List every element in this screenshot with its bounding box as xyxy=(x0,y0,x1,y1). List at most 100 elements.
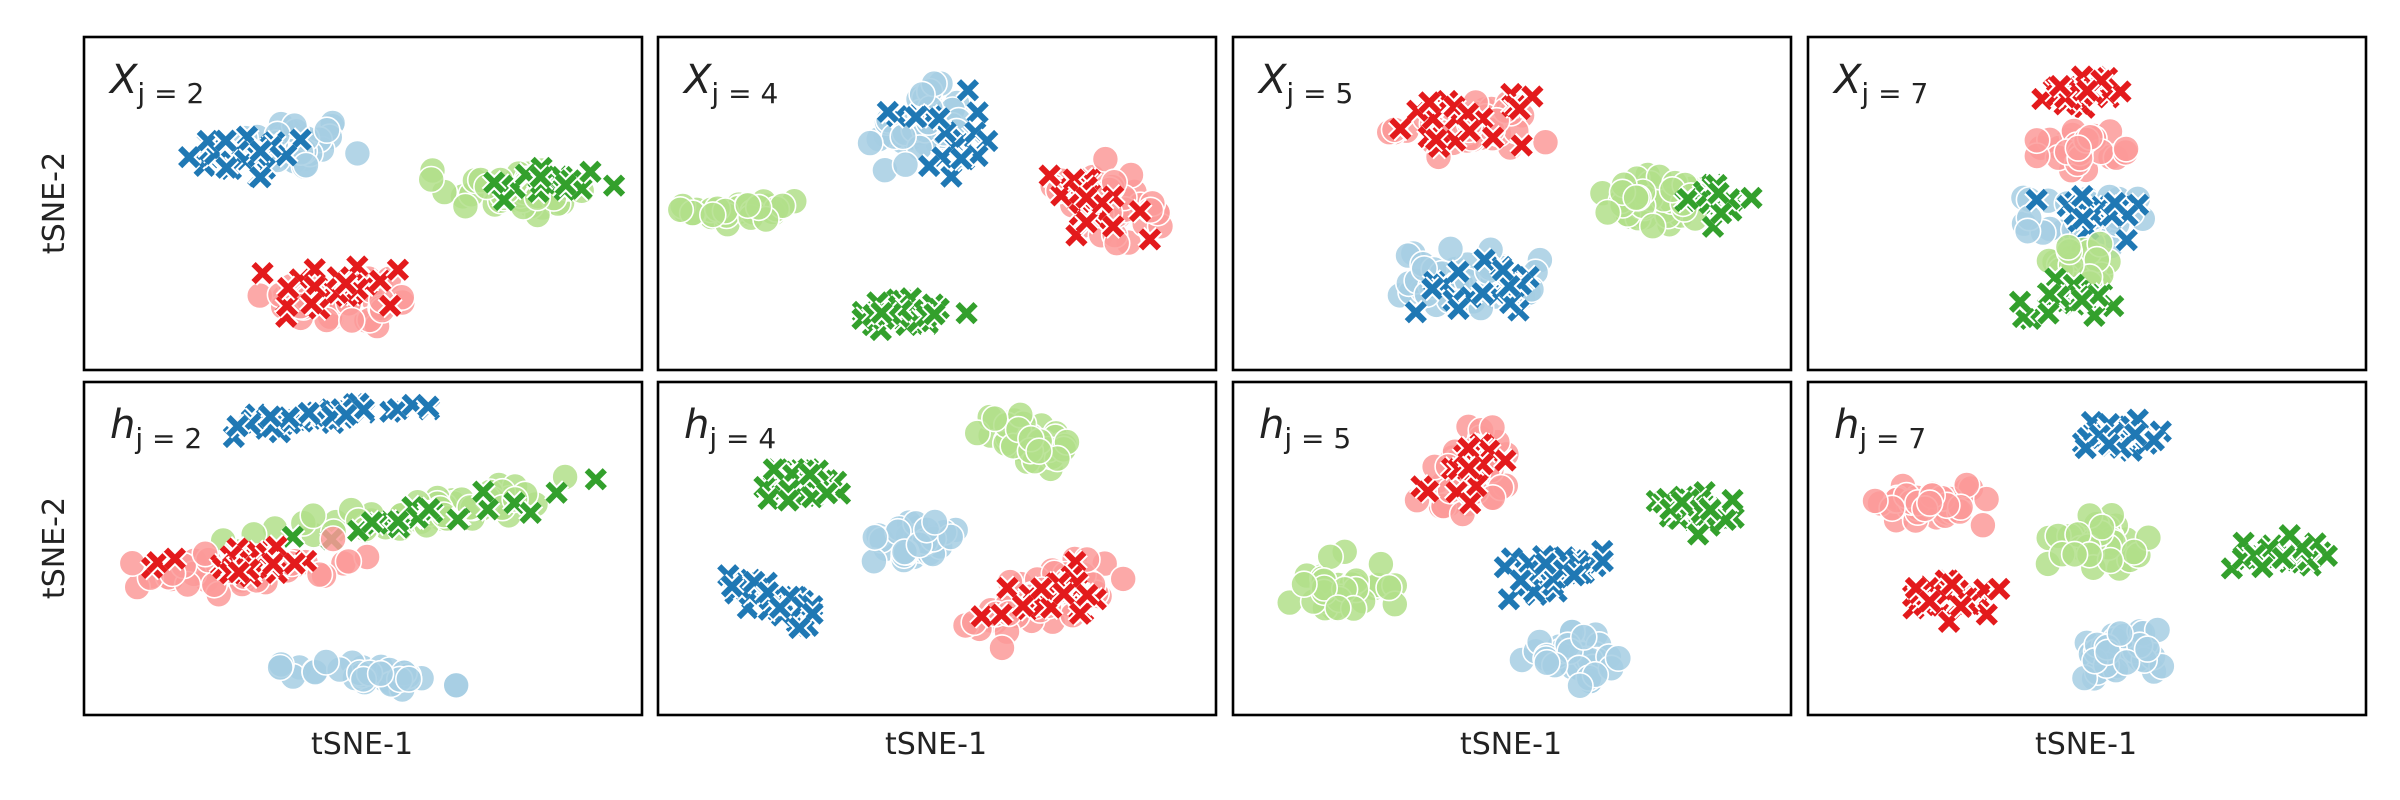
point-x-B xyxy=(2025,188,2048,212)
point-x-F xyxy=(990,603,1013,626)
point-circle-A xyxy=(394,665,423,693)
point-x-B xyxy=(1498,275,1521,298)
point-x-D xyxy=(1699,498,1722,522)
point-x-D xyxy=(2038,283,2061,306)
point-circle-C xyxy=(417,165,446,194)
point-x-F xyxy=(1457,437,1480,460)
point-x-B xyxy=(956,79,980,102)
panel-h-5: hj = 2 xyxy=(82,380,644,717)
panel-h-6: hj = 4 xyxy=(656,380,1218,717)
point-x-F xyxy=(1090,191,1114,214)
point-x-F xyxy=(1508,97,1531,121)
point-x-D xyxy=(492,188,516,212)
point-x-D xyxy=(529,165,552,189)
point-x-B xyxy=(788,616,811,640)
point-circle-C xyxy=(1367,550,1395,578)
point-circle-E xyxy=(319,525,347,553)
point-circle-A xyxy=(266,653,294,682)
point-x-F xyxy=(1418,91,1441,114)
point-x-B xyxy=(249,166,272,189)
point-circle-C xyxy=(1025,437,1053,466)
panel-title-subscript: j = 4 xyxy=(708,422,776,455)
point-x-D xyxy=(602,174,626,197)
point-circle-E xyxy=(1531,128,1560,156)
point-x-D xyxy=(2251,556,2274,579)
point-circle-A xyxy=(1566,671,1594,700)
point-x-B xyxy=(214,129,237,152)
point-x-F xyxy=(334,272,357,295)
point-x-F xyxy=(277,276,300,300)
panel-X-1: Xj = 2 xyxy=(82,35,644,372)
panel-h-8: hj = 7 xyxy=(1806,380,2368,717)
panel-title-symbol: X xyxy=(108,57,139,103)
point-circle-E xyxy=(1861,487,1889,515)
point-circle-E xyxy=(1109,565,1137,593)
point-circle-E xyxy=(2112,135,2140,163)
point-x-F xyxy=(386,258,410,281)
point-x-B xyxy=(950,147,973,170)
point-x-D xyxy=(545,481,568,504)
point-x-F xyxy=(262,552,285,575)
point-circle-C xyxy=(2054,233,2083,261)
point-x-B xyxy=(289,128,312,151)
point-x-F xyxy=(1459,492,1482,515)
point-circle-A xyxy=(860,547,888,576)
panel-title: hj = 7 xyxy=(1834,402,1926,455)
point-x-D xyxy=(1709,202,1733,225)
point-x-F xyxy=(163,547,187,570)
point-circle-C xyxy=(1290,570,1318,599)
point-x-D xyxy=(472,480,495,503)
point-x-D xyxy=(2008,290,2032,313)
row2-ylabel: tSNE-2 xyxy=(37,497,72,599)
point-x-D xyxy=(417,497,441,521)
point-x-D xyxy=(2086,284,2110,308)
panel-title-symbol: X xyxy=(1832,57,1863,103)
point-x-F xyxy=(1458,119,1481,143)
point-circle-A xyxy=(1570,623,1598,651)
point-x-B xyxy=(1447,297,1470,321)
panel-title-subscript: j = 4 xyxy=(710,77,778,110)
point-circle-C xyxy=(1316,542,1344,571)
point-x-F xyxy=(1052,582,1076,605)
point-x-B xyxy=(259,405,282,428)
point-x-D xyxy=(1740,186,1763,209)
point-x-F xyxy=(1128,200,1152,223)
point-circle-A xyxy=(1604,644,1633,673)
point-circle-C xyxy=(451,192,480,221)
point-x-D xyxy=(2271,546,2294,570)
point-x-B xyxy=(2097,433,2121,456)
row1-ylabel: tSNE-2 xyxy=(37,152,72,254)
point-x-F xyxy=(1456,102,1480,125)
point-circle-C xyxy=(980,404,1009,433)
point-circle-A xyxy=(313,116,341,144)
point-circle-A xyxy=(2013,217,2042,246)
point-x-B xyxy=(876,100,899,124)
point-x-B xyxy=(226,414,249,438)
point-x-D xyxy=(923,303,946,326)
point-circle-C xyxy=(2060,540,2089,569)
point-x-F xyxy=(1075,211,1098,234)
panel-title: Xj = 4 xyxy=(682,57,778,110)
panel-title-symbol: h xyxy=(1834,402,1859,448)
point-x-F xyxy=(1068,602,1092,625)
point-circle-E xyxy=(334,547,363,576)
point-x-B xyxy=(918,154,941,178)
point-x-F xyxy=(300,292,323,315)
point-x-B xyxy=(768,596,792,619)
point-x-D xyxy=(2070,289,2094,312)
point-x-D xyxy=(1721,488,1744,512)
point-circle-A xyxy=(921,508,949,536)
scatter-points xyxy=(1861,407,2340,693)
point-x-D xyxy=(1676,187,1700,211)
point-circle-A xyxy=(2133,635,2162,663)
point-x-B xyxy=(1509,569,1532,592)
point-x-F xyxy=(2076,79,2099,102)
point-x-F xyxy=(1988,577,2011,600)
point-x-F xyxy=(1076,583,1099,606)
point-x-F xyxy=(1075,186,1098,209)
scatter-points xyxy=(1375,81,1765,325)
point-circle-A xyxy=(366,659,395,688)
point-circle-C xyxy=(1593,198,1622,227)
point-x-B xyxy=(720,575,744,598)
point-circle-C xyxy=(2088,513,2116,541)
